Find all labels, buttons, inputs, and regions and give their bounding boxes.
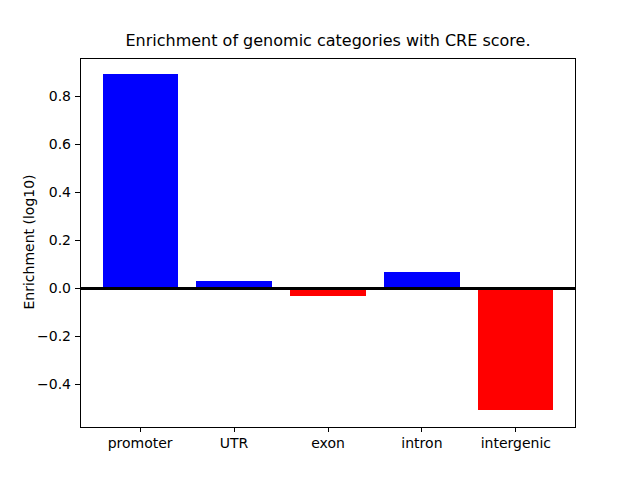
y-tick-label: 0.6 bbox=[0, 137, 71, 152]
plot-area bbox=[80, 58, 576, 428]
y-tick-label: 0.0 bbox=[0, 281, 71, 296]
y-tick-label: −0.4 bbox=[0, 377, 71, 392]
x-tick-mark bbox=[515, 427, 516, 432]
x-tick-label-intergenic: intergenic bbox=[461, 436, 571, 451]
y-tick-label: −0.2 bbox=[0, 329, 71, 344]
y-tick-mark bbox=[75, 240, 80, 241]
y-tick-label: 0.4 bbox=[0, 185, 71, 200]
y-tick-label: 0.8 bbox=[0, 89, 71, 104]
y-tick-mark bbox=[75, 192, 80, 193]
x-tick-mark bbox=[421, 427, 422, 432]
y-tick-mark bbox=[75, 336, 80, 337]
y-tick-mark bbox=[75, 144, 80, 145]
y-tick-mark bbox=[75, 384, 80, 385]
y-tick-mark bbox=[75, 288, 80, 289]
x-tick-mark bbox=[140, 427, 141, 432]
y-tick-label: 0.2 bbox=[0, 233, 71, 248]
y-tick-mark bbox=[75, 96, 80, 97]
x-tick-mark bbox=[234, 427, 235, 432]
figure: Enrichment of genomic categories with CR… bbox=[0, 0, 640, 480]
chart-title: Enrichment of genomic categories with CR… bbox=[80, 31, 576, 50]
x-tick-mark bbox=[328, 427, 329, 432]
